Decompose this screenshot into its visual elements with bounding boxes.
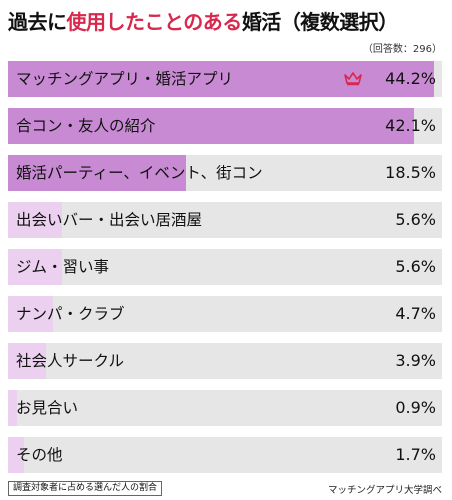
bar [8, 390, 17, 426]
bar [8, 249, 62, 285]
bar [8, 155, 187, 191]
category-label: 社会人サークル [16, 352, 125, 370]
footer-caption: 調査対象者に占める選んだ人の割合 [8, 481, 163, 496]
bar-row: マッチングアプリ・婚活アプリ 44.2% [8, 61, 442, 97]
value-label: 1.7% [395, 445, 436, 464]
title-part1: 過去に [8, 10, 67, 34]
source-credit: マッチングアプリ大学調べ [327, 485, 442, 496]
category-label: マッチングアプリ・婚活アプリ [16, 70, 234, 88]
title-accent: 使用したことのある [66, 10, 243, 34]
bar-row: ジム・習い事 5.6% [8, 249, 442, 285]
bar-row: ナンパ・クラブ 4.7% [8, 296, 442, 332]
bar [8, 108, 415, 144]
bar [8, 296, 54, 332]
category-label: ナンパ・クラブ [16, 305, 125, 323]
bar-row: お見合い 0.9% [8, 390, 442, 426]
bar-chart: マッチングアプリ・婚活アプリ 44.2% 合コン・友人の紹介 42.1% 婚活パーティー… [8, 61, 442, 484]
value-label: 3.9% [395, 351, 436, 370]
chart-title: 過去に使用したことのある婚活（複数選択） [8, 6, 398, 36]
category-label: ジム・習い事 [16, 258, 110, 276]
category-label: 合コン・友人の紹介 [16, 117, 156, 135]
bar [8, 61, 435, 97]
value-label: 42.1% [385, 116, 436, 135]
value-label: 5.6% [395, 257, 436, 276]
value-label: 18.5% [385, 163, 436, 182]
bar-row: 婚活パーティー、イベント、街コン 18.5% [8, 155, 442, 191]
value-label: 5.6% [395, 210, 436, 229]
value-label: 4.7% [395, 304, 436, 323]
value-label: 0.9% [395, 398, 436, 417]
title-part2: 婚活（複数選択） [241, 10, 399, 34]
value-label: 44.2% [385, 69, 436, 88]
bar [8, 343, 46, 379]
response-count-note: （回答数：296） [362, 44, 442, 55]
crown-icon [344, 72, 362, 86]
bar-row: 合コン・友人の紹介 42.1% [8, 108, 442, 144]
category-label: 出会いバー・出会い居酒屋 [16, 211, 203, 229]
bar-row: 社会人サークル 3.9% [8, 343, 442, 379]
category-label: お見合い [16, 399, 79, 417]
bar [8, 437, 25, 473]
category-label: その他 [16, 446, 63, 464]
bar-row: その他 1.7% [8, 437, 442, 473]
bar [8, 202, 62, 238]
category-label: 婚活パーティー、イベント、街コン [16, 164, 263, 182]
bar-row: 出会いバー・出会い居酒屋 5.6% [8, 202, 442, 238]
